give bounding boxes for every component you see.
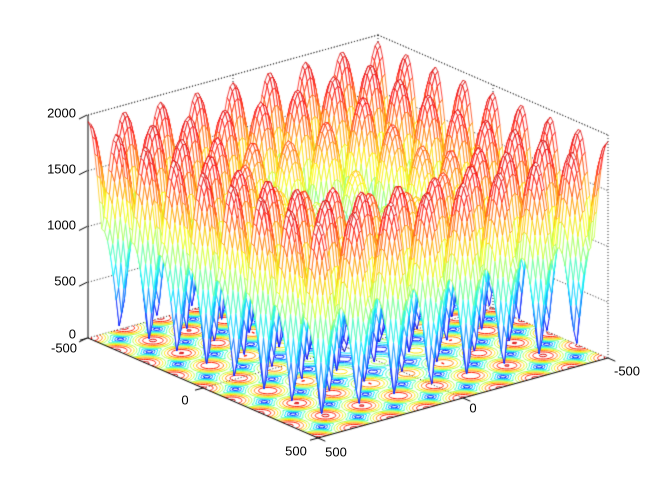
- left-axis-tick-label-500: 500: [285, 443, 307, 459]
- z-tick-label-500: 500: [54, 273, 76, 289]
- left-axis-tick-label-0: 0: [181, 392, 189, 408]
- right-axis-tick-label-500: 500: [325, 444, 347, 460]
- right-axis-tick-label-neg500: -500: [613, 363, 641, 379]
- z-tick-label-1000: 1000: [47, 217, 76, 233]
- z-tick-label-1500: 1500: [47, 161, 76, 177]
- left-axis-tick-label-neg500: -500: [50, 340, 78, 356]
- z-tick-label-2000: 2000: [47, 105, 76, 121]
- right-axis-tick-label-0: 0: [469, 400, 477, 416]
- z-tick-label-0: 0: [68, 326, 76, 342]
